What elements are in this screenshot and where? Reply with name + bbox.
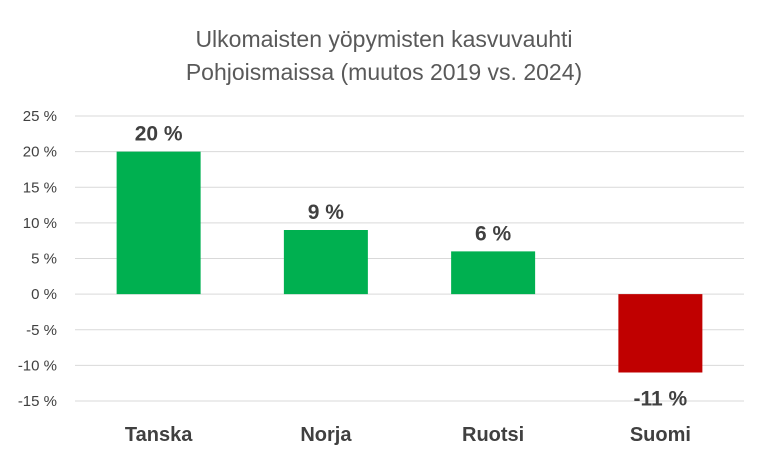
chart-title-line-2: Pohjoismaissa (muutos 2019 vs. 2024): [186, 59, 582, 85]
bar-norja: [283, 230, 368, 295]
chart-title-line-1: Ulkomaisten yöpymisten kasvuvauhti: [195, 26, 572, 52]
y-tick-label: 5 %: [31, 251, 57, 268]
y-tick-label: 15 %: [23, 179, 57, 196]
category-labels: Tanska Norja Ruotsi Suomi: [125, 424, 691, 446]
bar-suomi: [618, 294, 703, 373]
category-label: Ruotsi: [462, 424, 524, 446]
chart-title: Ulkomaisten yöpymisten kasvuvauhti Pohjo…: [186, 26, 582, 85]
category-label: Tanska: [125, 424, 193, 446]
data-label: 20 %: [135, 123, 183, 146]
data-label: 9 %: [308, 201, 345, 224]
y-tick-label: 10 %: [23, 215, 57, 232]
y-tick-label: 0 %: [31, 286, 57, 303]
y-tick-label: -5 %: [26, 322, 57, 339]
bar-ruotsi: [451, 251, 536, 295]
data-labels: 20 % 9 % 6 % -11 %: [135, 123, 688, 411]
bars: [116, 151, 703, 373]
y-tick-label: -10 %: [18, 357, 57, 374]
y-tick-label: 25 %: [23, 108, 57, 125]
category-label: Suomi: [630, 424, 691, 446]
data-label: -11 %: [634, 388, 688, 411]
y-tick-label: -15 %: [18, 393, 57, 410]
data-label: 6 %: [475, 222, 512, 245]
category-label: Norja: [300, 424, 352, 446]
y-tick-label: 20 %: [23, 144, 57, 161]
bar-tanska: [116, 151, 201, 295]
y-axis-ticks: 25 % 20 % 15 % 10 % 5 % 0 % -5 % -10 % -15 %: [18, 108, 57, 410]
